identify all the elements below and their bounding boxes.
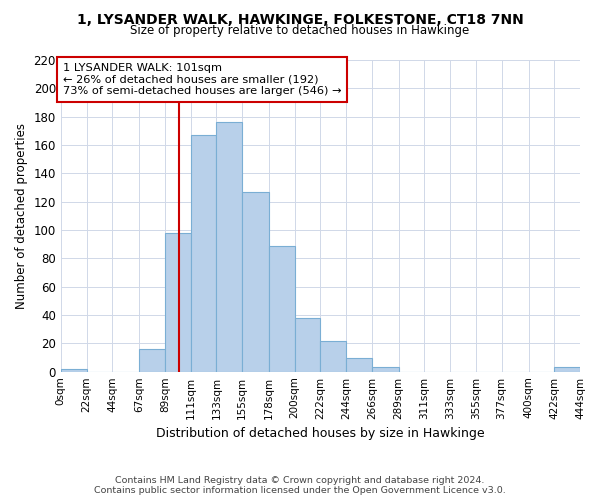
Text: Size of property relative to detached houses in Hawkinge: Size of property relative to detached ho…	[130, 24, 470, 37]
Y-axis label: Number of detached properties: Number of detached properties	[15, 123, 28, 309]
Bar	[372, 368, 399, 372]
Bar	[139, 349, 165, 372]
Text: Contains HM Land Registry data © Crown copyright and database right 2024.
Contai: Contains HM Land Registry data © Crown c…	[94, 476, 506, 495]
Bar	[165, 233, 191, 372]
Text: 1, LYSANDER WALK, HAWKINGE, FOLKESTONE, CT18 7NN: 1, LYSANDER WALK, HAWKINGE, FOLKESTONE, …	[77, 12, 523, 26]
Bar	[217, 122, 242, 372]
Bar	[191, 135, 217, 372]
Bar	[346, 358, 372, 372]
Bar	[554, 368, 580, 372]
Bar	[61, 369, 86, 372]
Bar	[295, 318, 320, 372]
Bar	[320, 340, 346, 372]
Text: 1 LYSANDER WALK: 101sqm
← 26% of detached houses are smaller (192)
73% of semi-d: 1 LYSANDER WALK: 101sqm ← 26% of detache…	[63, 63, 341, 96]
Bar	[269, 246, 295, 372]
X-axis label: Distribution of detached houses by size in Hawkinge: Distribution of detached houses by size …	[156, 427, 485, 440]
Bar	[242, 192, 269, 372]
